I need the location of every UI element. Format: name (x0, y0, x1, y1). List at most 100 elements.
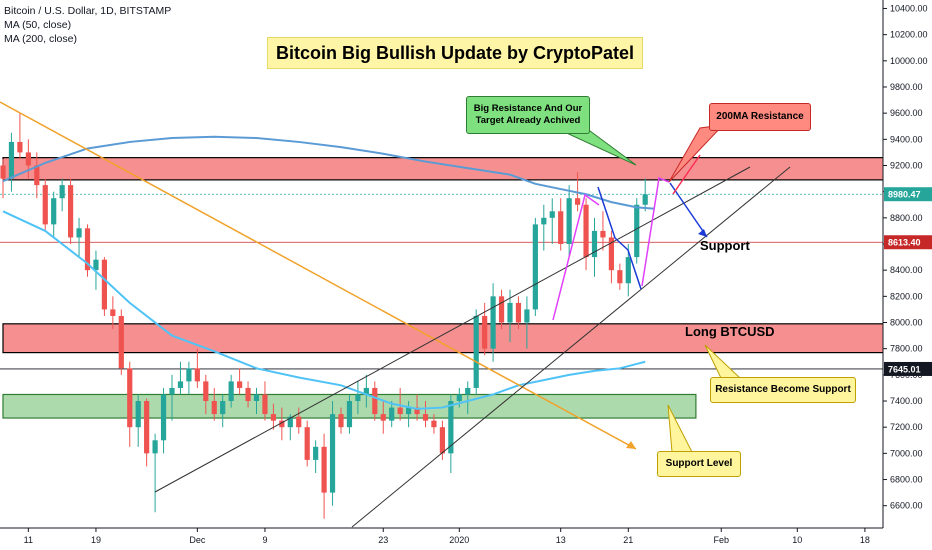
price-level-label: 8980.47 (888, 190, 921, 200)
x-tick-label: Dec (189, 535, 206, 545)
candle (414, 394, 420, 421)
candle (228, 374, 234, 408)
candle (194, 348, 200, 388)
y-tick-label: 9400.00 (890, 134, 923, 144)
candle (600, 211, 606, 251)
projected-drop-arrowhead (698, 229, 707, 237)
candle (34, 152, 40, 199)
price-level-tag-1 (884, 235, 932, 250)
candle (245, 381, 251, 408)
price-level-label: 8613.40 (888, 238, 921, 248)
price-level-tag-0 (884, 187, 932, 202)
candle (524, 296, 530, 349)
y-tick-label: 10000.00 (890, 56, 928, 66)
x-tick-label: 13 (556, 535, 566, 545)
candle (144, 398, 150, 467)
candle (541, 204, 547, 251)
y-tick-label: 9200.00 (890, 160, 923, 170)
y-tick-label: 6800.00 (890, 475, 923, 485)
long-label: Long BTCUSD (685, 324, 775, 339)
y-tick-label: 7000.00 (890, 448, 923, 458)
impulse-leg-1 (552, 193, 600, 321)
candle (549, 198, 555, 244)
candle (406, 401, 412, 428)
candle (634, 198, 640, 264)
moving-averages-layer (2, 135, 654, 410)
candle (338, 407, 344, 434)
candle (329, 401, 336, 506)
candle (422, 401, 429, 428)
candle (42, 178, 48, 231)
y-tick-label: 6600.00 (890, 501, 923, 511)
legend-symbol: Bitcoin / U.S. Dollar, 1D, BITSTAMP (4, 5, 172, 17)
ma-resistance-callout: 200MA Resistance (709, 103, 811, 131)
target-callout: Big Resistance And Our Target Already Ac… (466, 96, 590, 134)
y-tick-label: 8000.00 (890, 318, 923, 328)
candle (389, 401, 395, 428)
candle (51, 191, 57, 238)
candle (253, 387, 260, 415)
y-tick-label: 8400.00 (890, 265, 923, 275)
candle (591, 217, 598, 277)
x-tick-label: 2020 (449, 535, 469, 545)
chart-title: Bitcoin Big Bullish Update by CryptoPate… (267, 37, 644, 69)
price-levels-layer (0, 193, 883, 370)
res-support-callout: Resistance Become Support (710, 377, 856, 403)
candle (304, 420, 310, 467)
x-tick-label: 10 (792, 535, 802, 545)
candle (439, 420, 445, 460)
y-tick-label: 9600.00 (890, 108, 923, 118)
x-tick-label: 11 (24, 535, 33, 545)
projected-rise (672, 154, 701, 195)
candle (448, 394, 454, 473)
candle (76, 217, 82, 258)
support-level-callout: Support Level (657, 451, 741, 477)
channel-top-line (154, 166, 751, 493)
legend-ma50: MA (50, close) (4, 19, 72, 31)
y-tick-label: 7400.00 (890, 396, 923, 406)
y-tick-label: 8800.00 (890, 213, 923, 223)
candle (152, 433, 158, 513)
candle (465, 381, 471, 415)
candle (84, 224, 91, 277)
ma-resistance-text: 200MA Resistance (716, 111, 804, 122)
chart-legend: Bitcoin / U.S. Dollar, 1D, BITSTAMP MA (… (4, 4, 171, 46)
x-tick-label: 18 (860, 535, 870, 545)
candle (17, 113, 23, 159)
support-label: Support (700, 238, 750, 253)
legend-ma200: MA (200, close) (4, 33, 77, 45)
candle (118, 309, 124, 375)
x-tick-label: 23 (378, 535, 388, 545)
candle (313, 440, 319, 473)
candle (177, 361, 184, 395)
candle (608, 230, 614, 284)
candle (237, 368, 243, 395)
candle (346, 394, 353, 434)
candle (515, 296, 522, 330)
y-tick-label: 9800.00 (890, 82, 923, 92)
downtrend-arrowhead (626, 441, 636, 449)
y-tick-label: 7200.00 (890, 422, 923, 432)
x-tick-label: 21 (623, 535, 633, 545)
candle (25, 139, 31, 179)
ma200-line (2, 135, 654, 210)
candle (532, 217, 538, 316)
candle (431, 414, 437, 434)
candle (566, 185, 572, 258)
candle (363, 374, 369, 408)
y-tick-label: 8200.00 (890, 291, 923, 301)
candle (355, 381, 361, 415)
candle (397, 387, 403, 421)
candle (220, 394, 226, 428)
x-tick-label: 9 (262, 535, 267, 545)
candle (110, 296, 116, 330)
candle (211, 387, 217, 421)
candle (456, 387, 462, 408)
candle (0, 158, 6, 199)
candle (380, 401, 386, 434)
candle (617, 263, 623, 290)
impulse-leg-2 (641, 176, 670, 287)
price-level-tag-2 (884, 361, 932, 376)
